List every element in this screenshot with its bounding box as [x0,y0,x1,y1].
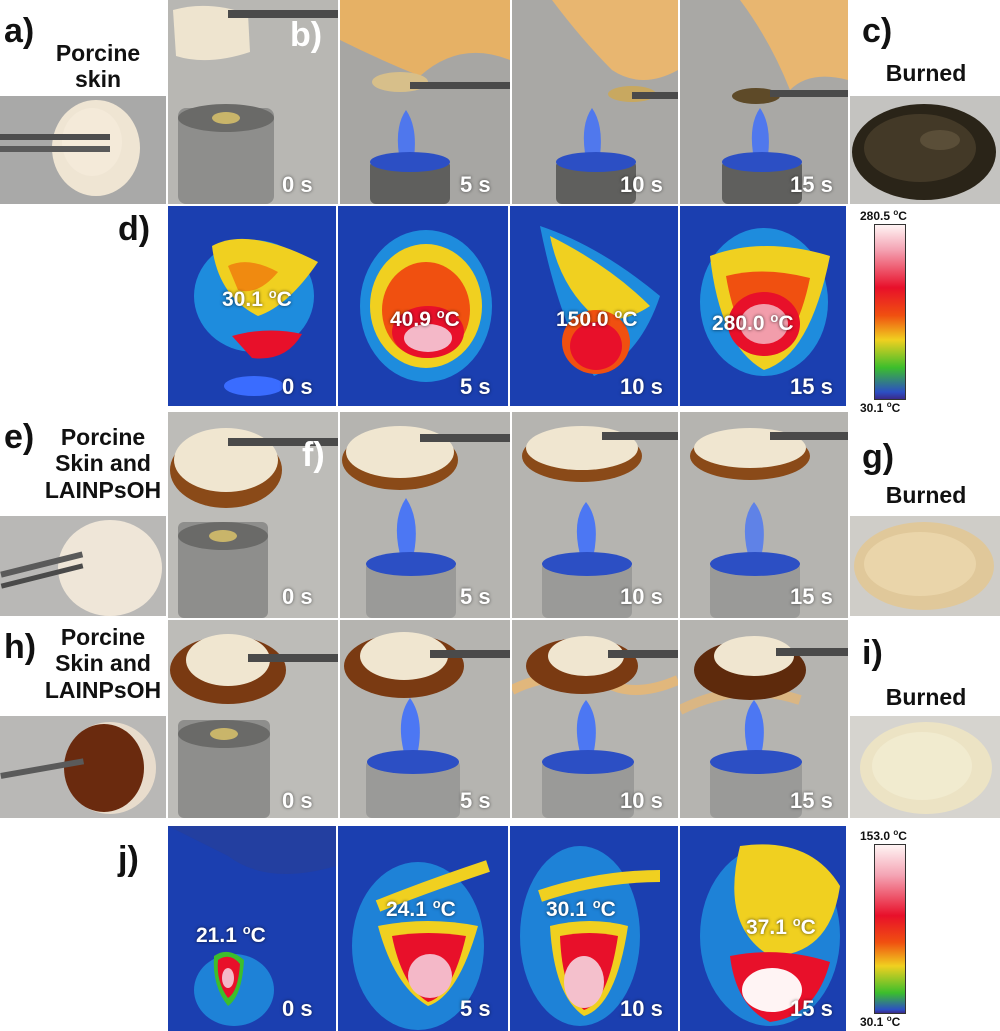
time-label: 10 s [620,996,663,1021]
time-label: 15 s [790,584,833,609]
burned-label: Burned [885,60,967,86]
burned-label: Burned [885,482,967,508]
panel-label-h: h) [4,628,37,666]
burned-label: Burned [885,684,967,710]
thermal-temp-readout: 24.1 oC [386,896,456,921]
thermal-frame-j-0s [168,826,336,1031]
thermal-frame-d-15s [680,206,846,406]
burn-frame-b-5s [340,0,510,204]
burn-frame-h-0s [168,620,338,818]
thermal-temp-readout: 280.0 oC [712,310,794,335]
time-label: 10 s [620,584,663,609]
thermal-frame-d-5s [338,206,508,406]
porcine-skin-label: Porcine skin [55,40,141,93]
time-label: 5 s [460,788,491,813]
burn-frame-f-0s [168,412,338,618]
time-label: 5 s [460,584,491,609]
time-label: 15 s [790,172,833,197]
time-label: 10 s [620,172,663,197]
porcine-skin-lainpsoh-label: Porcine Skin and LAINPsOH [44,424,162,503]
burn-frame-b-15s [680,0,848,204]
thermal-temp-readout: 21.1 oC [196,922,266,947]
thermal-frame-d-10s [510,206,678,406]
burn-frame-f-10s [512,412,678,618]
time-label: 10 s [620,374,663,399]
panel-label-d: d) [118,210,151,248]
panel-label-e: e) [4,418,35,456]
burn-frame-f-15s [680,412,848,618]
burn-frame-b-10s [512,0,678,204]
colorbar-max-label: 280.5 oC [860,208,907,223]
panel-label-i: i) [862,634,883,672]
burn-frame-h-10s [512,620,678,818]
porcine-skin-photo [0,96,166,204]
time-label: 15 s [790,996,833,1021]
time-label: 0 s [282,172,313,197]
thermal-frame-j-10s [510,826,678,1031]
colorbar-max-label: 153.0 oC [860,828,907,843]
time-label: 15 s [790,374,833,399]
time-label: 0 s [282,788,313,813]
burned-skin-photo [850,96,1000,204]
burned-skin-lainpsoh-back-photo [850,716,1000,818]
burn-frame-b-0s [168,0,338,204]
thermal-frame-d-0s [168,206,336,406]
panel-label-g: g) [862,438,895,476]
time-label: 10 s [620,788,663,813]
time-label: 5 s [460,374,491,399]
time-label: 5 s [460,172,491,197]
thermal-temp-readout: 40.9 oC [390,306,460,331]
thermal-temp-readout: 30.1 oC [222,286,292,311]
burn-frame-h-15s [680,620,848,818]
time-label: 15 s [790,788,833,813]
time-label: 5 s [460,996,491,1021]
colorbar-min-label: 30.1 oC [860,400,901,415]
panel-label-j: j) [118,840,139,878]
thermal-temp-readout: 150.0 oC [556,306,638,331]
thermal-frame-j-15s [680,826,846,1031]
burned-skin-lainpsoh-photo [850,516,1000,616]
porcine-skin-lainpsoh-photo [0,516,166,616]
panel-label-b: b) [290,16,323,54]
panel-label-a: a) [4,12,35,50]
colorbar-j [874,844,906,1014]
time-label: 0 s [282,584,313,609]
burn-frame-h-5s [340,620,510,818]
time-label: 0 s [282,996,313,1021]
colorbar-min-label: 30.1 oC [860,1014,901,1029]
thermal-temp-readout: 30.1 oC [546,896,616,921]
porcine-skin-lainpsoh-label: Porcine Skin and LAINPsOH [44,624,162,703]
panel-label-c: c) [862,12,893,50]
porcine-skin-lainpsoh-back-photo [0,716,166,818]
thermal-frame-j-5s [338,826,508,1031]
thermal-temp-readout: 37.1 oC [746,914,816,939]
colorbar-d [874,224,906,400]
panel-label-f: f) [302,436,325,474]
burn-frame-f-5s [340,412,510,618]
time-label: 0 s [282,374,313,399]
